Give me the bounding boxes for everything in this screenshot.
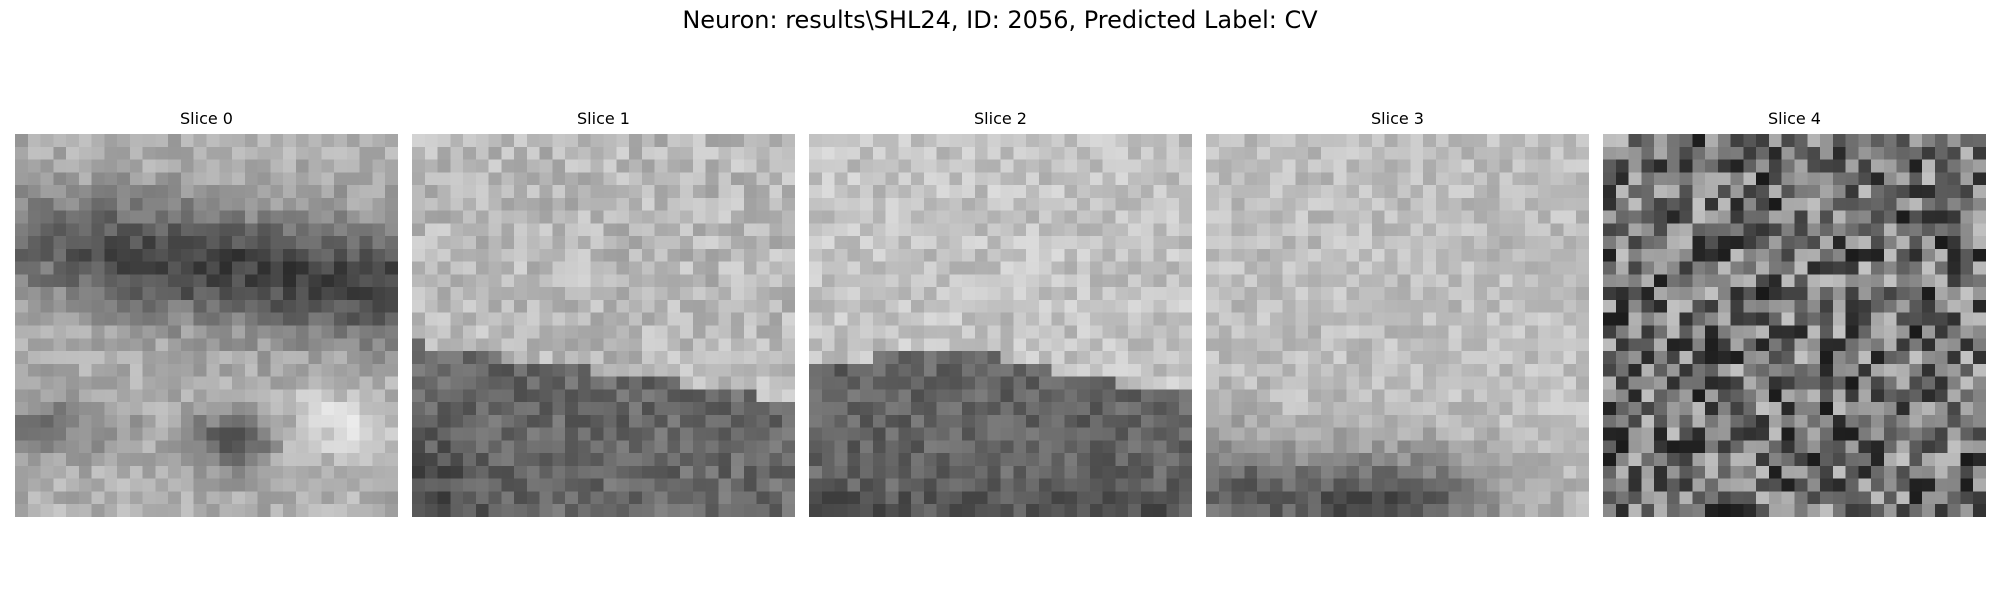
slice-0-image [15,134,398,517]
slice-1-title: Slice 1 [577,109,630,128]
slice-4-title: Slice 4 [1768,109,1821,128]
slice-3-title: Slice 3 [1371,109,1424,128]
figure-title: Neuron: results\SHL24, ID: 2056, Predict… [682,6,1318,34]
slice-0-title: Slice 0 [180,109,233,128]
slice-1-image [412,134,795,517]
slice-2-image [809,134,1192,517]
slice-4-image [1603,134,1986,517]
slice-3-image [1206,134,1589,517]
slice-2-title: Slice 2 [974,109,1027,128]
